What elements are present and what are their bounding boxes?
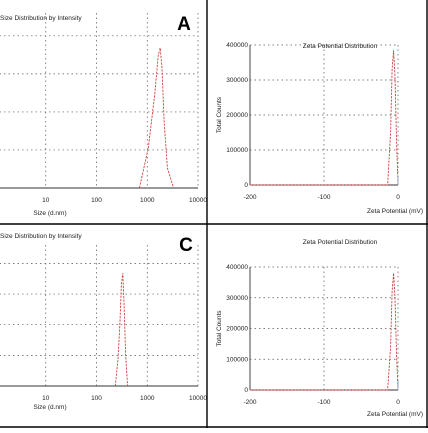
panel-3-series-line [114,273,129,387]
panel-2-x-tick-label: -100 [317,194,330,201]
panel-4-y-tick-label: 200000 [226,326,248,333]
panel-2-title: Zeta Potential Distribution [303,43,378,50]
panel-1-x-tick-label: 10000 [189,197,207,204]
panel-2-y-tick-label: 200000 [226,112,248,119]
panel-2-y-tick-label: 400000 [226,42,248,49]
panel-4-y-tick-label: 400000 [226,264,248,271]
panel-4-title: Zeta Potential Distribution [303,239,378,246]
panel-4-x-tick-label: -100 [317,399,330,406]
panel-2-x-axis-label: Zeta Potential (mV) [367,208,423,215]
panel-4-x-tick-label: -200 [243,399,256,406]
panel-1-series-line [138,47,175,189]
panel-4-y-axis-label: Total Counts [216,310,223,347]
panel-2-y-tick-label: 300000 [226,77,248,84]
panel-1-letter: A [177,14,191,35]
panel-4-y-tick-label: 300000 [226,295,248,302]
panel-2-y-tick-label: 100000 [226,147,248,154]
panel-1-x-axis-label: Size (d.nm) [33,210,66,217]
panel-2-x-tick-label: -200 [243,194,256,201]
panel-3-title: Size Distribution by Intensity [0,233,82,240]
panel-2-y-tick-label: 0 [244,182,248,189]
panel-1-title: Size Distribution by Intensity [0,15,82,22]
panel-4-y-tick-label: 100000 [226,356,248,363]
panel-4-y-tick-label: 0 [244,387,248,394]
panel-3-x-tick-label: 1000 [140,395,155,402]
panel-1-x-tick-label: 100 [91,197,102,204]
panel-4-x-tick-label: 0 [396,399,400,406]
panel-3-x-tick-label: 100 [91,395,102,402]
panel-3-x-axis-label: Size (d.nm) [33,404,66,411]
panel-2-x-tick-label: 0 [396,194,400,201]
panel-1-x-tick-label: 1000 [140,197,155,204]
panel-4-x-axis-label: Zeta Potential (mV) [367,411,423,418]
panel-4-series-line [250,273,399,391]
panel-3-x-tick-label: 10000 [189,395,207,402]
panel-3-x-tick-label: 10 [42,395,50,402]
panel-2-y-axis-label: Total Counts [216,96,223,133]
panel-3-letter: C [179,235,193,256]
panel-2-series-line [250,50,399,186]
panel-1-x-tick-label: 10 [42,197,50,204]
